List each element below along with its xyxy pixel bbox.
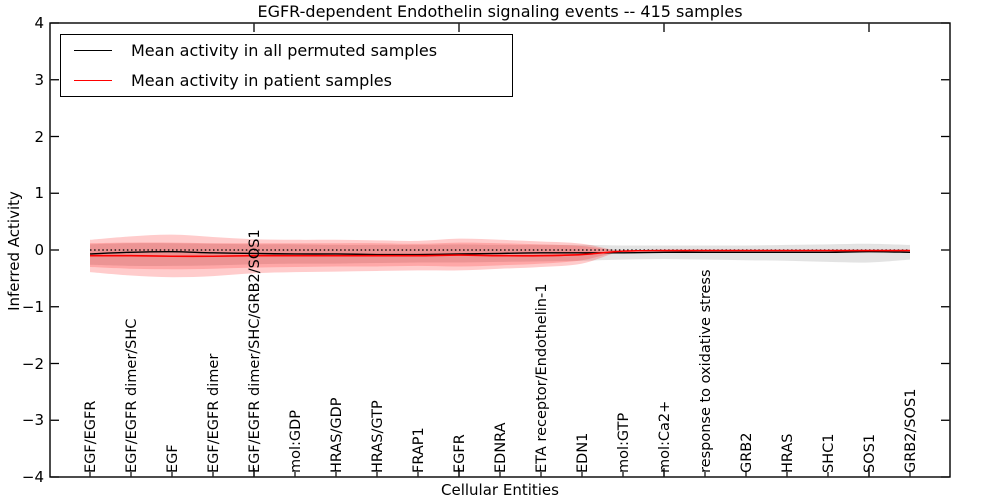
- y-tick-label: 0: [34, 241, 44, 259]
- legend: Mean activity in all permuted samples Mea…: [60, 34, 513, 97]
- legend-entry-label: Mean activity in all permuted samples: [131, 41, 438, 60]
- chart-title: EGFR-dependent Endothelin signaling even…: [257, 2, 743, 21]
- x-tick-label: SHC1: [821, 434, 837, 473]
- y-tick-label: 4: [34, 14, 44, 32]
- x-tick-label: HRAS: [780, 433, 796, 473]
- patient-line-sample: [74, 80, 112, 81]
- x-tick-label: EGF/EGFR dimer/SHC/GRB2/SOS1: [247, 229, 263, 473]
- x-tick-label: mol:Ca2+: [657, 401, 673, 473]
- patient-mean-line: [89, 249, 911, 258]
- x-tick-label: SOS1: [862, 434, 878, 473]
- x-tick-label: EGFR: [452, 434, 468, 473]
- x-tick-label: mol:GTP: [616, 413, 632, 473]
- legend-entry: Mean activity in all permuted samples: [61, 36, 512, 66]
- x-tick-label: response to oxidative stress: [698, 270, 714, 474]
- legend-entry-label: Mean activity in patient samples: [131, 71, 392, 90]
- x-tick-label: EDNRA: [493, 422, 509, 473]
- permuted-samples-std-band: [90, 243, 910, 267]
- x-tick-label: HRAS/GTP: [370, 400, 386, 473]
- y-tick-label: 3: [34, 70, 44, 89]
- x-tick-label: EGF: [165, 444, 181, 473]
- x-tick-label: EGF/EGFR dimer: [206, 354, 222, 473]
- x-tick-label: FRAP1: [411, 427, 427, 473]
- x-axis-label: Cellular Entities: [441, 481, 559, 499]
- x-tick-label: EDN1: [575, 433, 591, 473]
- y-tick-label: −3: [21, 411, 44, 430]
- x-tick-label: mol:GDP: [288, 410, 304, 473]
- axes-frame: [49, 22, 951, 478]
- permuted-mean-line: [89, 250, 911, 256]
- y-tick-label: 1: [34, 184, 44, 203]
- y-tick-label: 2: [34, 127, 44, 146]
- x-tick-label: EGF/EGFR: [83, 401, 99, 473]
- y-tick-label: −2: [21, 354, 44, 373]
- x-tick-label: ETA receptor/Endothelin-1: [534, 284, 550, 473]
- x-tick-label: GRB2/SOS1: [903, 389, 919, 473]
- x-tick-label: EGF/EGFR dimer/SHC: [124, 319, 140, 473]
- y-tick-label: −4: [21, 468, 44, 486]
- legend-entry: Mean activity in patient samples: [61, 66, 512, 96]
- x-tick-label: GRB2: [739, 433, 755, 473]
- permuted-line-sample: [74, 50, 112, 51]
- x-tick-label: HRAS/GDP: [329, 397, 345, 473]
- y-tick-label: −1: [21, 297, 44, 316]
